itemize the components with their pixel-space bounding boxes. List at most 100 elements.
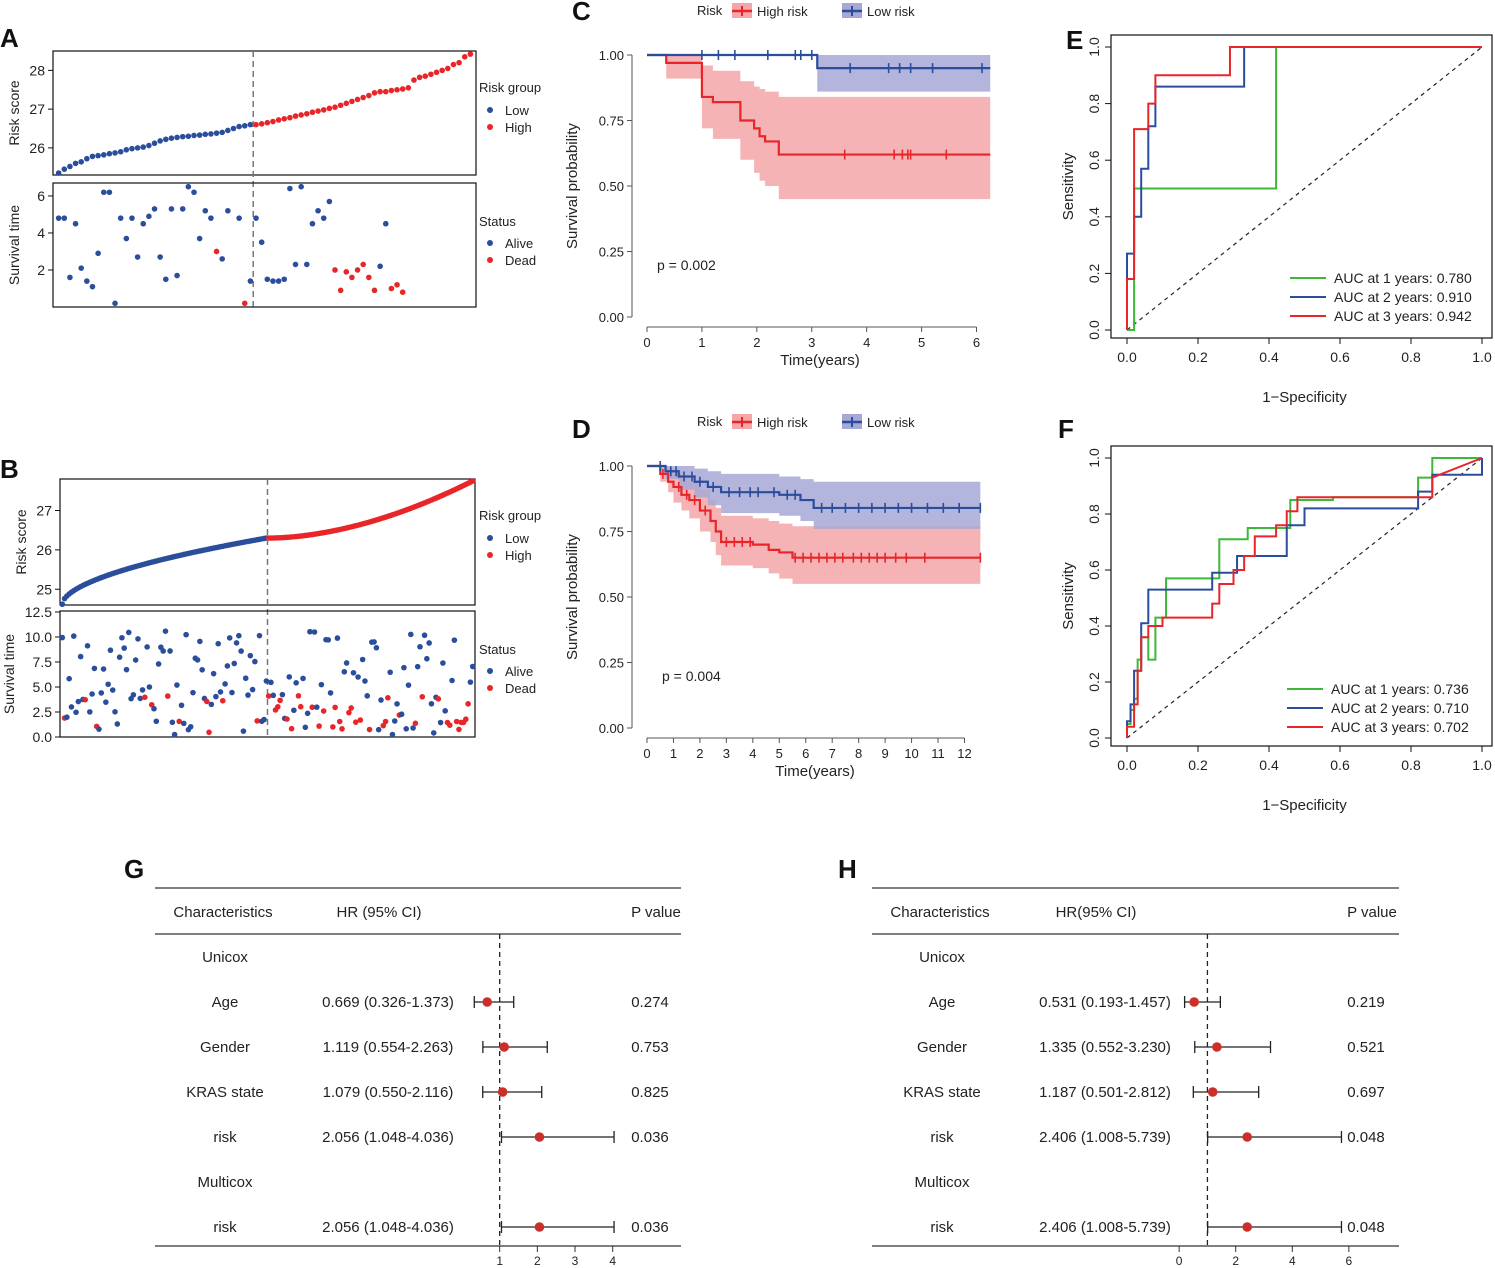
survival-point-alive: [132, 657, 139, 663]
hr-point: [1242, 1132, 1252, 1142]
section-header: Unicox: [202, 949, 248, 966]
survival-point-dead: [348, 705, 354, 711]
hr-point: [534, 1132, 545, 1142]
risk-point-high: [349, 98, 355, 105]
survival-point-alive: [208, 701, 215, 708]
survival-point-alive: [107, 647, 114, 654]
hr-ci-text: 1.187 (0.501-2.812): [1039, 1084, 1171, 1101]
survival-point-dead: [241, 300, 248, 307]
survival-point-alive: [270, 278, 276, 284]
survival-point-alive: [78, 265, 84, 271]
x-tick-label: 9: [881, 746, 888, 761]
risk-point-low: [219, 129, 225, 136]
survival-point-alive: [153, 718, 160, 725]
risk-point-high: [258, 121, 265, 127]
y-axis-label: Survival probability: [564, 534, 581, 660]
survival-point-alive: [421, 632, 428, 639]
y-tick-label: 0.00: [599, 310, 624, 325]
risk-point-low: [55, 170, 62, 176]
survival-point-alive: [225, 207, 231, 214]
y-tick-label: 2.5: [33, 704, 53, 720]
y-tick-label: 10.0: [25, 629, 52, 645]
risk-point-high: [377, 88, 383, 95]
survival-point-alive: [224, 663, 231, 669]
x-tick-label: 4: [609, 1254, 616, 1268]
legend-label-2-year: AUC at 2 years: 0.710: [1331, 700, 1469, 716]
survival-point-alive: [100, 666, 107, 672]
ci-band-low: [647, 466, 981, 529]
survival-point-dead: [394, 281, 400, 288]
risk-point-low: [106, 150, 113, 157]
y-tick-label: 1.00: [599, 459, 624, 474]
survival-point-alive: [382, 220, 389, 227]
risk-point-low: [196, 132, 203, 138]
section-header: Multicox: [197, 1174, 253, 1191]
legend-dot-low: [487, 107, 493, 113]
row-label: KRAS state: [903, 1084, 981, 1101]
panel-label-A: A: [0, 23, 19, 53]
survival-point-alive: [302, 724, 309, 731]
survival-point-alive: [350, 669, 357, 676]
column-header-pvalue: P value: [1347, 904, 1397, 921]
x-tick-label: 1.0: [1472, 349, 1492, 365]
survival-point-alive: [187, 723, 194, 730]
risk-point-high: [332, 104, 338, 110]
risk-point-low: [67, 163, 73, 170]
x-tick-label: 1: [496, 1254, 503, 1268]
survival-point-alive: [410, 725, 416, 731]
survival-point-alive: [451, 637, 458, 643]
y-tick-label: 0.0: [33, 729, 53, 745]
risk-point-high: [399, 86, 406, 92]
survival-point-alive: [196, 235, 203, 242]
risk-point-low: [179, 133, 186, 140]
hr-point: [1242, 1222, 1252, 1232]
survival-point-alive: [68, 704, 75, 710]
survival-point-dead: [265, 693, 272, 699]
p-value-text: 0.219: [1347, 994, 1385, 1011]
survival-point-alive: [430, 730, 437, 736]
p-value: p = 0.004: [662, 668, 721, 684]
x-tick-label: 4: [863, 335, 870, 350]
status-legend-title: Status: [479, 214, 516, 229]
hr-ci-text: 2.406 (1.008-5.739): [1039, 1129, 1171, 1146]
x-tick-label: 2: [534, 1254, 541, 1268]
km-curve-high: [647, 464, 981, 559]
p-value-text: 0.036: [631, 1129, 669, 1146]
row-label: KRAS state: [186, 1084, 264, 1101]
legend-label-2-year: AUC at 2 years: 0.910: [1334, 289, 1472, 305]
survival-point-alive: [100, 189, 107, 196]
survival-point-alive: [129, 215, 135, 221]
risk-point-low: [168, 135, 175, 141]
risk-point-high: [467, 51, 474, 57]
y-tick-label: 28: [29, 62, 45, 78]
x-tick-label: 6: [1346, 1254, 1353, 1268]
risk-point-high: [287, 114, 293, 121]
x-tick-label: 0: [1176, 1254, 1183, 1268]
risk-point-high: [456, 59, 462, 66]
risk-legend-title: Risk group: [479, 508, 541, 523]
roc-curve-3-year: [1126, 457, 1483, 738]
y-tick-label: 0.50: [599, 590, 624, 605]
survival-point-alive: [279, 691, 286, 698]
survival-point-alive: [72, 220, 79, 227]
x-tick-label: 6: [802, 746, 809, 761]
survival-point-alive: [146, 213, 152, 220]
panel-H: Characteristics HR(95% CI) P value Unicox Ag…: [872, 887, 1399, 1268]
legend-label-1-year: AUC at 1 years: 0.780: [1334, 270, 1472, 286]
p-value-text: 0.048: [1347, 1129, 1385, 1146]
x-tick-label: 6: [973, 335, 980, 350]
y-tick-label: 0.2: [1086, 672, 1102, 692]
risk-point-high: [264, 119, 271, 126]
risk-point-high: [445, 65, 451, 72]
legend-label-high: High risk: [757, 415, 808, 430]
survival-point-alive: [424, 655, 430, 662]
survival-point-alive: [146, 684, 153, 690]
survival-point-dead: [288, 725, 295, 732]
risk-point-low: [140, 144, 147, 150]
survival-point-dead: [366, 726, 373, 733]
survival-point-alive: [304, 261, 310, 268]
survival-point-alive: [242, 675, 249, 682]
survival-point-alive: [270, 692, 277, 699]
y-axis-label: Sensitivity: [1060, 562, 1077, 630]
